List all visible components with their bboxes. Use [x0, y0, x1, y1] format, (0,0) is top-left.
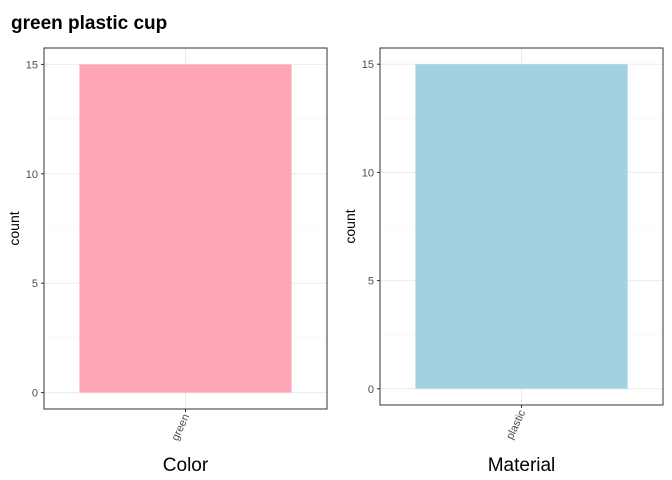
color-panel: 0 5 10 15 green count Color — [6, 47, 328, 476]
material-y-tick-label: 15 — [362, 59, 374, 71]
material-panel: 0 5 10 15 plastic count Material — [342, 47, 664, 476]
material-y-tick-label: 10 — [362, 167, 374, 179]
color-y-tick-label: 10 — [26, 169, 38, 181]
color-y-tick-label: 15 — [26, 59, 38, 71]
material-x-axis-label: Material — [488, 455, 556, 476]
material-bar-plastic — [415, 64, 628, 389]
color-x-axis-label: Color — [163, 455, 209, 476]
color-y-tick-label: 5 — [32, 278, 38, 290]
chart-title: green plastic cup — [11, 13, 167, 34]
color-bar-green — [79, 64, 292, 393]
material-x-tick-label: plastic — [504, 408, 528, 442]
color-y-axis-label: count — [6, 211, 22, 245]
color-y-tick-label: 0 — [32, 388, 38, 400]
material-y-tick-label: 0 — [368, 384, 374, 396]
material-y-axis-label: count — [342, 209, 358, 243]
material-y-tick-label: 5 — [368, 276, 374, 288]
color-x-tick-label: green — [169, 412, 192, 443]
